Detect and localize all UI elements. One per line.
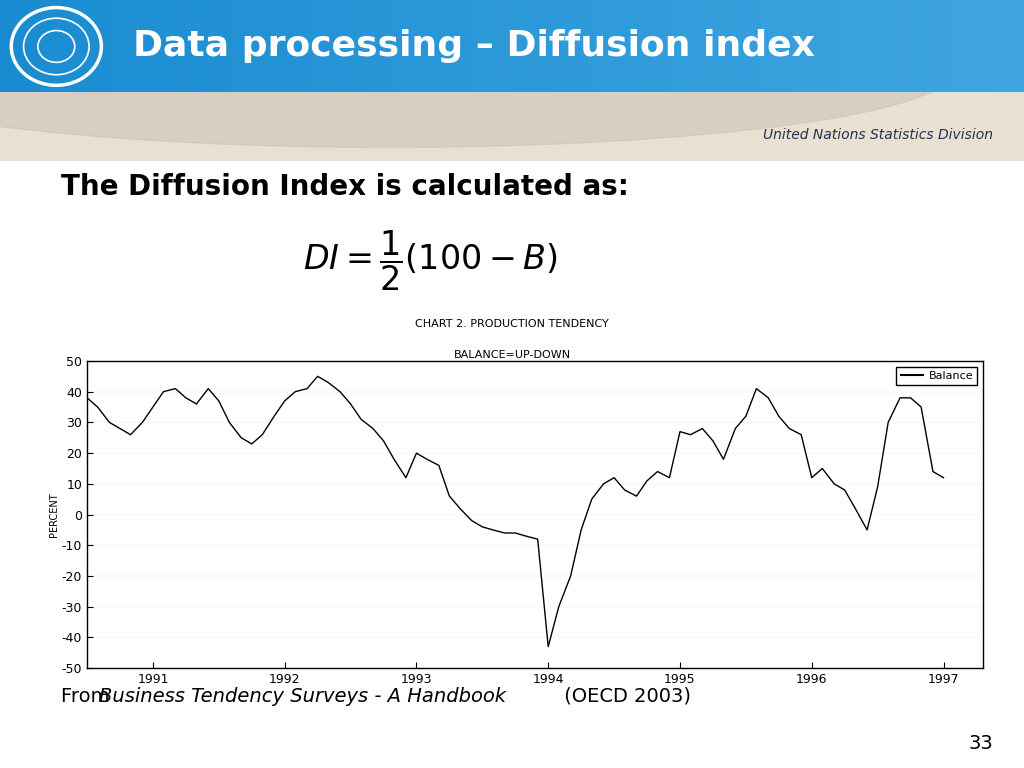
- Text: The Diffusion Index is calculated as:: The Diffusion Index is calculated as:: [61, 173, 630, 201]
- Text: United Nations Statistics Division: United Nations Statistics Division: [763, 128, 993, 142]
- Text: (OECD 2003): (OECD 2003): [558, 687, 691, 706]
- Text: $DI = \dfrac{1}{2}(100 - B)$: $DI = \dfrac{1}{2}(100 - B)$: [303, 228, 557, 293]
- Legend: Balance: Balance: [896, 366, 978, 386]
- Text: Data processing – Diffusion index: Data processing – Diffusion index: [133, 29, 815, 63]
- Text: CHART 2. PRODUCTION TENDENCY: CHART 2. PRODUCTION TENDENCY: [415, 319, 609, 329]
- Text: BALANCE=UP-DOWN: BALANCE=UP-DOWN: [454, 350, 570, 360]
- Y-axis label: PERCENT: PERCENT: [49, 492, 59, 537]
- Text: 33: 33: [969, 733, 993, 753]
- Text: Business Tendency Surveys - A Handbook: Business Tendency Surveys - A Handbook: [99, 687, 506, 706]
- Ellipse shape: [0, 0, 952, 147]
- Text: From: From: [61, 687, 116, 706]
